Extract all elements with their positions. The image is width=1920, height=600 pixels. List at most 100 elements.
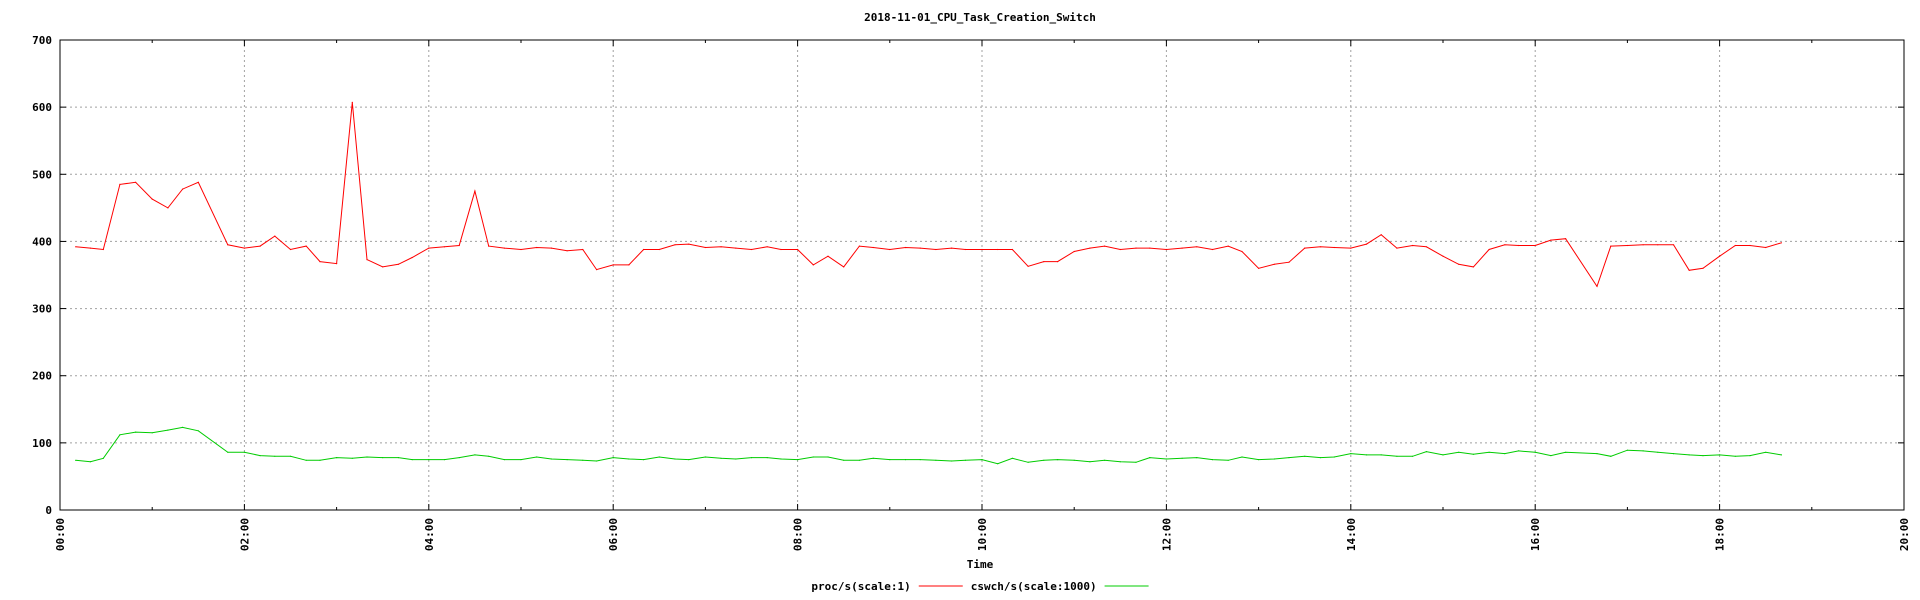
data-point-proc — [1149, 247, 1151, 249]
data-point-cswch — [997, 463, 999, 465]
data-point-cswch — [1380, 454, 1382, 456]
y-tick-label: 300 — [32, 303, 52, 316]
data-point-cswch — [1610, 455, 1612, 457]
data-point-proc — [289, 248, 292, 251]
data-point-cswch — [536, 456, 538, 458]
data-point-proc — [582, 248, 584, 251]
legend-item: proc/s(scale:1) — [811, 580, 963, 593]
series-layer — [75, 101, 1782, 465]
data-point-proc — [780, 248, 782, 251]
data-point-proc — [688, 243, 690, 245]
data-point-proc — [488, 245, 490, 247]
data-point-cswch — [1241, 456, 1243, 458]
legend-label: cswch/s(scale:1000) — [971, 580, 1097, 593]
data-point-cswch — [305, 459, 307, 461]
data-point-proc — [1565, 238, 1567, 240]
data-point-proc — [1380, 234, 1382, 236]
data-point-proc — [1027, 265, 1029, 267]
y-tick-label: 600 — [32, 101, 52, 114]
data-point-proc — [351, 101, 353, 103]
data-point-proc — [443, 246, 446, 248]
data-point-cswch — [919, 459, 921, 461]
data-point-proc — [151, 198, 153, 200]
data-point-cswch — [1089, 461, 1091, 463]
data-point-cswch — [797, 459, 799, 461]
data-point-cswch — [1596, 453, 1598, 455]
data-point-proc — [735, 247, 737, 249]
data-point-cswch — [274, 455, 276, 457]
data-point-cswch — [1333, 456, 1335, 458]
data-point-proc — [227, 244, 229, 246]
data-point-proc — [1043, 261, 1045, 263]
data-point-cswch — [1396, 455, 1398, 457]
data-point-proc — [1550, 239, 1552, 241]
x-tick-label: 20:00 — [1898, 518, 1911, 551]
data-point-proc — [704, 246, 707, 249]
data-point-cswch — [443, 459, 446, 461]
data-point-proc — [550, 247, 553, 249]
data-point-proc — [167, 207, 169, 209]
data-point-proc — [1089, 247, 1091, 249]
data-point-cswch — [474, 454, 476, 456]
data-point-proc — [997, 248, 999, 251]
data-point-proc — [812, 264, 814, 266]
data-point-cswch — [428, 459, 430, 461]
data-point-cswch — [1057, 459, 1059, 461]
data-point-cswch — [1196, 457, 1198, 459]
data-point-proc — [1104, 245, 1106, 247]
data-point-cswch — [780, 458, 782, 460]
data-point-proc — [536, 246, 538, 249]
data-point-cswch — [1472, 453, 1474, 455]
data-point-proc — [1719, 255, 1721, 257]
data-point-proc — [951, 247, 953, 249]
data-point-proc — [1657, 244, 1659, 246]
y-tick-label: 100 — [32, 437, 52, 450]
ticks-layer: 0 100 200 300 400 500 600 700 00:00 02:00 04:00 06:… — [32, 34, 1911, 551]
data-point-cswch — [319, 459, 321, 461]
data-point-cswch — [1565, 451, 1567, 453]
data-point-cswch — [1657, 451, 1659, 453]
data-point-cswch — [964, 459, 967, 461]
data-point-proc — [1534, 244, 1536, 247]
data-point-cswch — [1642, 450, 1644, 452]
x-tick-label: 04:00 — [423, 518, 436, 551]
data-point-cswch — [612, 457, 614, 459]
series-proc — [75, 101, 1782, 288]
data-point-proc — [674, 244, 676, 246]
data-point-cswch — [1181, 457, 1183, 459]
data-point-proc — [397, 263, 399, 265]
data-point-cswch — [1719, 454, 1721, 456]
legend-label: proc/s(scale:1) — [811, 580, 910, 593]
data-point-proc — [1211, 248, 1214, 251]
data-point-proc — [797, 248, 799, 251]
data-point-cswch — [227, 451, 229, 453]
data-point-cswch — [566, 459, 568, 461]
data-point-proc — [1412, 244, 1414, 247]
data-point-cswch — [981, 459, 983, 461]
data-point-proc — [843, 266, 845, 268]
data-point-proc — [1258, 267, 1260, 269]
y-tick-label: 500 — [32, 168, 52, 181]
data-point-proc — [1734, 244, 1736, 247]
data-point-cswch — [366, 456, 368, 458]
data-point-proc — [319, 261, 321, 263]
data-point-cswch — [458, 457, 460, 459]
x-axis-label: Time — [967, 558, 994, 571]
x-tick-label: 06:00 — [607, 518, 620, 551]
data-point-cswch — [259, 455, 261, 457]
data-point-cswch — [503, 459, 505, 461]
data-point-cswch — [1765, 451, 1767, 453]
data-point-cswch — [750, 457, 753, 459]
data-point-proc — [750, 248, 753, 251]
y-tick-label: 400 — [32, 235, 52, 248]
data-point-cswch — [720, 457, 722, 459]
data-point-proc — [1350, 247, 1352, 249]
data-point-proc — [1425, 246, 1427, 248]
data-point-cswch — [336, 457, 338, 459]
data-point-cswch — [1780, 454, 1782, 456]
data-point-cswch — [858, 459, 861, 461]
data-point-proc — [135, 181, 137, 183]
y-tick-label: 700 — [32, 34, 52, 47]
data-point-proc — [1365, 243, 1368, 245]
data-point-cswch — [102, 457, 104, 459]
